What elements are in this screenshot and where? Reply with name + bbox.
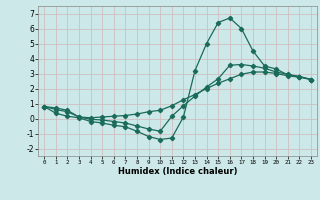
- X-axis label: Humidex (Indice chaleur): Humidex (Indice chaleur): [118, 167, 237, 176]
